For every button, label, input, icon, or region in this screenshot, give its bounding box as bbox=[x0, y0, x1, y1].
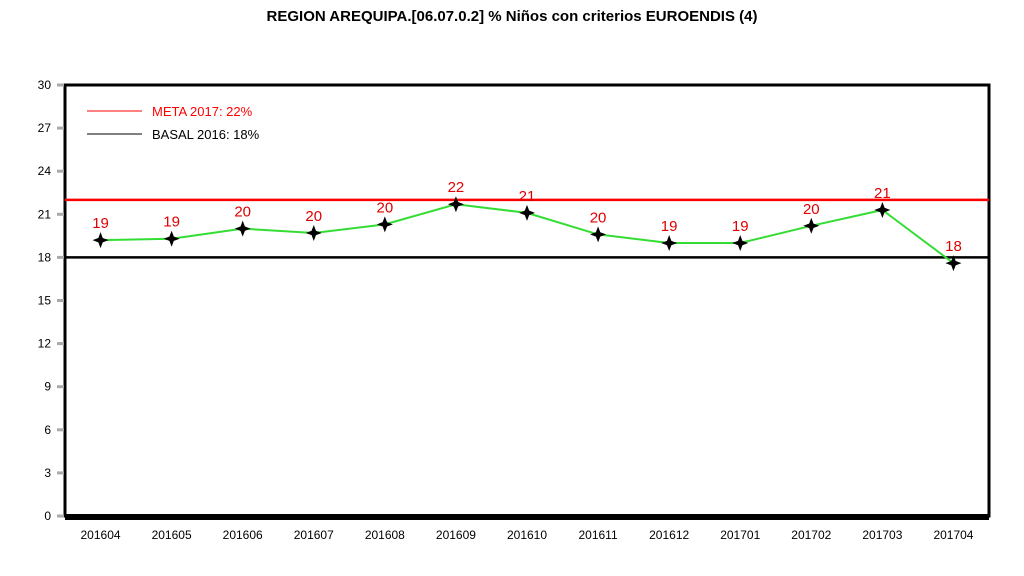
y-tick-label: 27 bbox=[38, 121, 52, 135]
data-point bbox=[447, 196, 464, 213]
data-point bbox=[163, 230, 180, 247]
plot-area bbox=[63, 83, 991, 518]
y-tick-label: 6 bbox=[44, 423, 51, 437]
y-tick-label: 24 bbox=[38, 164, 52, 178]
data-point bbox=[305, 224, 322, 241]
data-label: 20 bbox=[590, 209, 607, 226]
data-point bbox=[732, 235, 749, 252]
legend-entry: META 2017: 22% bbox=[152, 104, 253, 119]
data-label: 19 bbox=[92, 215, 109, 232]
y-tick-label: 30 bbox=[38, 78, 52, 92]
y-tick-label: 0 bbox=[44, 509, 51, 523]
x-tick-label: 201607 bbox=[294, 528, 334, 542]
x-tick-label: 201702 bbox=[791, 528, 831, 542]
x-tick-label: 201611 bbox=[578, 528, 617, 542]
x-tick-label: 201612 bbox=[649, 528, 689, 542]
data-point bbox=[945, 255, 962, 272]
x-tick-label: 201609 bbox=[436, 528, 476, 542]
x-tick-label: 201604 bbox=[81, 528, 121, 542]
x-tick-label: 201610 bbox=[507, 528, 547, 542]
data-label: 21 bbox=[519, 188, 536, 205]
data-point bbox=[234, 220, 251, 237]
data-label: 19 bbox=[661, 218, 678, 235]
x-tick-label: 201701 bbox=[720, 528, 760, 542]
data-point bbox=[661, 235, 678, 252]
data-label: 19 bbox=[732, 218, 749, 235]
y-tick-label: 18 bbox=[38, 250, 52, 264]
x-tick-label: 201703 bbox=[862, 528, 902, 542]
data-label: 20 bbox=[377, 199, 394, 216]
chart-title: REGION AREQUIPA.[06.07.0.2] % Niños con … bbox=[266, 8, 758, 25]
data-label: 20 bbox=[305, 208, 322, 225]
data-point bbox=[590, 226, 607, 243]
x-tick-label: 201606 bbox=[223, 528, 263, 542]
y-tick-label: 12 bbox=[38, 337, 52, 351]
data-label: 18 bbox=[945, 238, 962, 255]
y-tick-label: 15 bbox=[38, 294, 52, 308]
legend-entry: BASAL 2016: 18% bbox=[152, 127, 260, 142]
data-point bbox=[376, 216, 393, 233]
x-tick-label: 201704 bbox=[933, 528, 973, 542]
data-label: 20 bbox=[234, 204, 251, 221]
data-label: 19 bbox=[163, 214, 180, 231]
data-point bbox=[803, 217, 820, 234]
data-point bbox=[874, 201, 891, 218]
y-tick-label: 3 bbox=[44, 466, 51, 480]
data-label: 21 bbox=[874, 185, 891, 202]
data-point bbox=[92, 232, 109, 249]
data-label: 22 bbox=[448, 179, 465, 196]
x-tick-label: 201608 bbox=[365, 528, 405, 542]
y-tick-label: 9 bbox=[44, 380, 51, 394]
data-label: 20 bbox=[803, 201, 820, 218]
y-tick-label: 21 bbox=[38, 207, 52, 221]
data-point bbox=[519, 204, 535, 221]
x-tick-label: 201605 bbox=[152, 528, 192, 542]
